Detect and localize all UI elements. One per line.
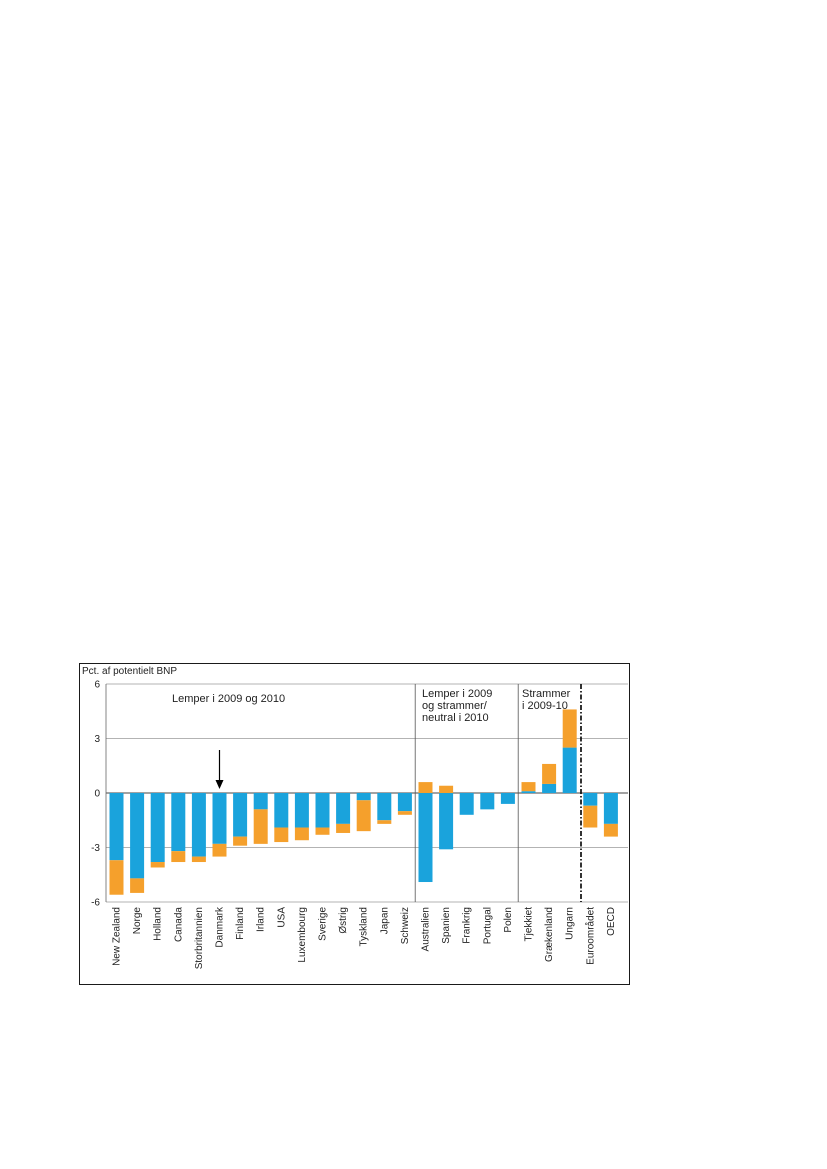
bar-segment-orange bbox=[109, 860, 124, 895]
bar-segment-blue bbox=[480, 793, 495, 810]
y-axis-label: Pct. af potentielt BNP bbox=[82, 666, 177, 677]
x-category-label: Euroområdet bbox=[584, 907, 596, 965]
bar-segment-blue bbox=[542, 783, 557, 793]
group-label: Lemper i 2009 bbox=[422, 688, 492, 700]
x-category-label: Danmark bbox=[215, 906, 226, 948]
bar-segment-blue bbox=[439, 793, 454, 850]
x-category-label: Finland bbox=[235, 907, 246, 940]
bar-segment-orange bbox=[336, 823, 351, 833]
bar-segment-blue bbox=[397, 793, 412, 812]
x-category-label: Japan bbox=[379, 907, 390, 934]
bar-segment-blue bbox=[459, 793, 474, 815]
bar-segment-blue bbox=[171, 793, 186, 852]
group-label: i 2009-10 bbox=[522, 700, 568, 712]
y-tick-label: -3 bbox=[91, 843, 100, 854]
bar-segment-blue bbox=[583, 793, 598, 806]
bar-segment-blue bbox=[315, 793, 330, 828]
bar-segment-blue bbox=[500, 793, 515, 804]
bar-segment-orange bbox=[562, 709, 577, 748]
bar-segment-orange bbox=[212, 843, 227, 857]
x-category-label: Sverige bbox=[318, 907, 329, 941]
bar-segment-orange bbox=[397, 811, 412, 815]
x-category-label: Østrig bbox=[338, 907, 349, 934]
x-category-label: Schweiz bbox=[400, 907, 411, 944]
group-label: neutral i 2010 bbox=[422, 712, 489, 724]
bar-segment-orange bbox=[356, 800, 371, 832]
bar-segment-orange bbox=[521, 782, 536, 792]
bar-segment-blue bbox=[109, 793, 124, 861]
chart-frame: Pct. af potentielt BNP 6 3 0 -3 -6 New Zeala… bbox=[79, 663, 630, 985]
bar-chart: Pct. af potentielt BNP 6 3 0 -3 -6 New Zeala… bbox=[82, 666, 628, 969]
bar-segment-orange bbox=[191, 856, 206, 863]
y-tick-label: 3 bbox=[94, 734, 100, 745]
bar-segment-blue bbox=[336, 793, 351, 824]
y-tick-label: -6 bbox=[91, 898, 100, 909]
bar-segment-orange bbox=[171, 851, 186, 863]
x-category-label: New Zealand bbox=[112, 907, 123, 966]
group-label: og strammer/ bbox=[422, 700, 488, 712]
x-category-label: Polen bbox=[503, 907, 514, 933]
y-tick-label: 6 bbox=[94, 680, 100, 691]
bar-segment-orange bbox=[274, 827, 289, 843]
x-category-label: Storbritannien bbox=[194, 907, 205, 969]
bar-segment-orange bbox=[542, 763, 557, 784]
bar-segment-orange bbox=[439, 785, 454, 793]
bar-segment-orange bbox=[418, 782, 433, 793]
x-category-label: USA bbox=[276, 907, 287, 928]
bar-segment-blue bbox=[253, 793, 268, 810]
x-category-label: OECD bbox=[606, 907, 617, 936]
bar-segment-orange bbox=[294, 827, 309, 841]
x-category-label: Tyskland bbox=[359, 907, 370, 946]
bar-segment-blue bbox=[356, 793, 371, 801]
x-category-label: Frankrig bbox=[462, 907, 473, 944]
bar-segment-blue bbox=[603, 793, 618, 824]
bar-segment-orange bbox=[315, 827, 330, 835]
x-category-label: Australien bbox=[421, 907, 432, 951]
bar-segment-blue bbox=[294, 793, 309, 828]
x-category-label: Tjekkiet bbox=[524, 907, 535, 942]
bar-segment-blue bbox=[418, 793, 433, 883]
x-category-label: Holland bbox=[153, 907, 164, 941]
bar-segment-blue bbox=[150, 793, 165, 863]
bar-segment-blue bbox=[130, 793, 145, 879]
x-category-label: Portugal bbox=[482, 907, 493, 944]
bar-segment-blue bbox=[191, 793, 206, 857]
x-category-label: Norge bbox=[132, 907, 143, 935]
x-category-label: Spanien bbox=[441, 907, 452, 944]
bar-segment-blue bbox=[377, 793, 392, 821]
group-label: Lemper i 2009 og 2010 bbox=[172, 693, 285, 705]
highlight-arrow-head bbox=[215, 780, 224, 789]
x-category-label: Grækenland bbox=[544, 907, 555, 962]
x-category-label: Ungarn bbox=[565, 907, 576, 940]
bar-segment-orange bbox=[233, 836, 248, 846]
bar-segment-blue bbox=[212, 793, 227, 844]
bar-segment-orange bbox=[603, 823, 618, 837]
x-category-label: Irland bbox=[256, 907, 267, 932]
bar-segment-orange bbox=[253, 809, 268, 844]
y-tick-label: 0 bbox=[94, 789, 100, 800]
x-category-label: Luxembourg bbox=[297, 907, 308, 963]
x-category-label: Canada bbox=[173, 907, 184, 942]
bar-segment-blue bbox=[233, 793, 248, 837]
group-label: Strammer bbox=[522, 688, 571, 700]
bar-segment-orange bbox=[130, 878, 145, 893]
bar-segment-blue bbox=[521, 791, 536, 793]
bar-segment-orange bbox=[583, 805, 598, 828]
bar-segment-blue bbox=[274, 793, 289, 828]
bar-segment-blue bbox=[562, 747, 577, 793]
bar-segment-orange bbox=[150, 862, 165, 868]
bar-segment-orange bbox=[377, 820, 392, 824]
